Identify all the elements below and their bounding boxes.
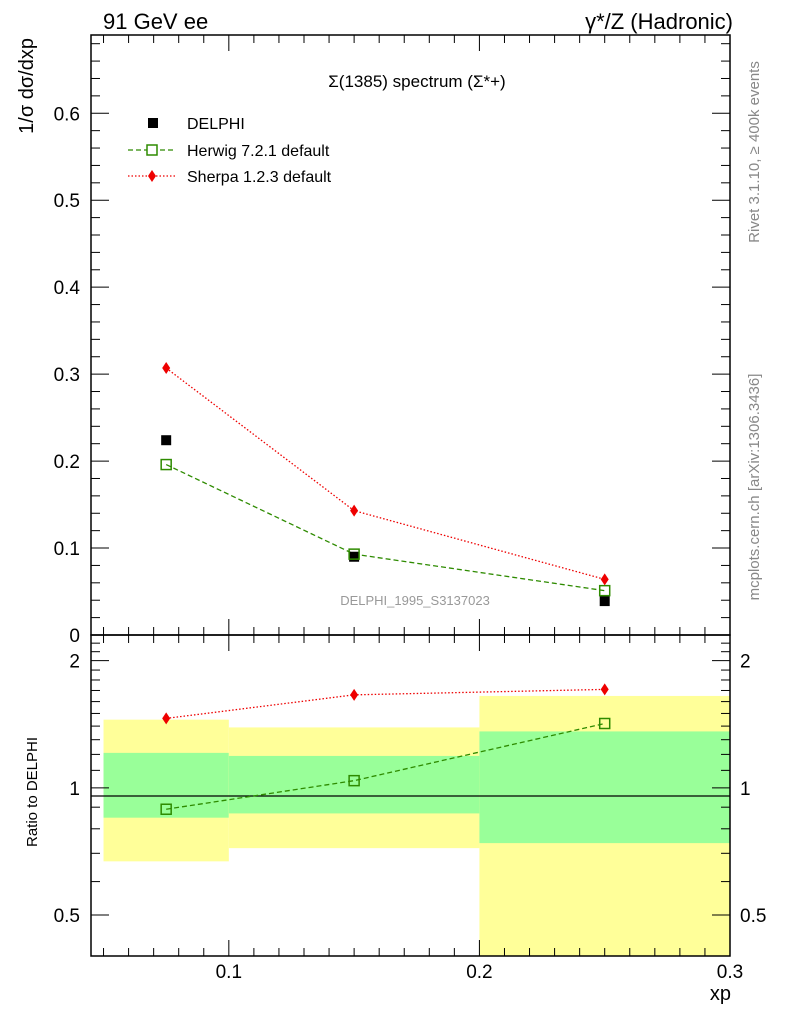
delphi-point — [349, 551, 360, 562]
ratio-herwig-point — [598, 717, 611, 730]
top-y-tick-label: 0.4 — [54, 278, 81, 299]
ratio-y-tick-label-right: 1 — [740, 779, 751, 800]
sherpa-point — [600, 573, 609, 586]
ratio-herwig-point — [348, 774, 360, 787]
ratio-herwig-point — [160, 803, 172, 815]
top-series-lines — [165, 367, 605, 592]
legend-marker-sherpa — [148, 170, 156, 182]
ratio-y-tick-label-left: 2 — [69, 652, 80, 673]
ratio-herwig-line — [166, 722, 605, 810]
ratio-axis-ticks: 0.5 0.5 1 1 2 2 0.1 0.2 0.3 — [54, 635, 766, 983]
ratio-y-tick-label-right: 0.5 — [740, 906, 766, 927]
x-axis-label: xp — [710, 983, 731, 1005]
ratio-y-tick-label-left: 0.5 — [54, 906, 80, 927]
ratio-sherpa-point — [350, 688, 359, 701]
x-tick-label: 0.3 — [717, 962, 743, 983]
top-series-markers — [160, 362, 611, 607]
top-y-tick-label: 0.6 — [54, 104, 80, 125]
x-tick-label: 0.1 — [216, 962, 242, 983]
sherpa-line — [165, 367, 605, 580]
delphi-point — [599, 596, 610, 607]
herwig-point — [598, 584, 611, 597]
top-y-tick-label: 0.2 — [54, 452, 80, 473]
herwig-line — [165, 463, 605, 592]
ratio-y-tick-label-right: 2 — [740, 652, 751, 673]
legend: DELPHI Herwig 7.2.1 default Sherpa 1.2.3… — [128, 116, 332, 186]
sherpa-point — [162, 362, 171, 375]
legend-label-delphi: DELPHI — [187, 116, 245, 133]
analysis-watermark: DELPHI_1995_S3137023 — [340, 593, 490, 608]
mcplots-label: mcplots.cern.ch [arXiv:1306.3436] — [746, 374, 763, 601]
ratio-uncertainty-bands — [103, 695, 730, 956]
x-tick-label: 0.2 — [466, 962, 492, 983]
top-y-tick-label: 0.3 — [54, 365, 80, 386]
legend-label-herwig: Herwig 7.2.1 default — [187, 143, 330, 160]
ratio-plot-frame — [90, 634, 731, 957]
ratio-band-inner — [228, 755, 480, 814]
ratio-y-axis-label: Ratio to DELPHI — [24, 737, 41, 847]
herwig-point — [160, 458, 172, 471]
rivet-version-label: Rivet 3.1.10, ≥ 400k events — [746, 61, 763, 243]
legend-label-sherpa: Sherpa 1.2.3 default — [187, 169, 332, 186]
top-y-tick-label: 0.5 — [54, 191, 80, 212]
top-y-axis-label: 1/σ dσ/dxp — [16, 38, 38, 134]
top-y-tick-label: 0.1 — [54, 539, 80, 560]
ratio-band-inner — [103, 752, 229, 818]
herwig-point — [348, 548, 360, 560]
top-y-tick-label: 0 — [69, 626, 80, 647]
legend-marker-herwig — [146, 144, 158, 156]
sherpa-point — [350, 504, 359, 517]
header-right-label: γ*/Z (Hadronic) — [585, 9, 733, 34]
ratio-sherpa-point — [162, 712, 171, 725]
ratio-sherpa-point — [600, 683, 609, 696]
legend-marker-delphi — [148, 118, 158, 128]
delphi-point — [161, 435, 172, 446]
ratio-y-tick-label-left: 1 — [69, 779, 80, 800]
top-chart-title: Σ(1385) spectrum (Σ*+) — [328, 72, 505, 91]
top-axis-ticks: 0 0.1 0.2 0.3 0.4 0.5 0.6 — [54, 35, 731, 647]
ratio-series-markers — [160, 683, 611, 815]
header-left-label: 91 GeV ee — [103, 9, 208, 34]
ratio-band-inner — [479, 731, 730, 844]
